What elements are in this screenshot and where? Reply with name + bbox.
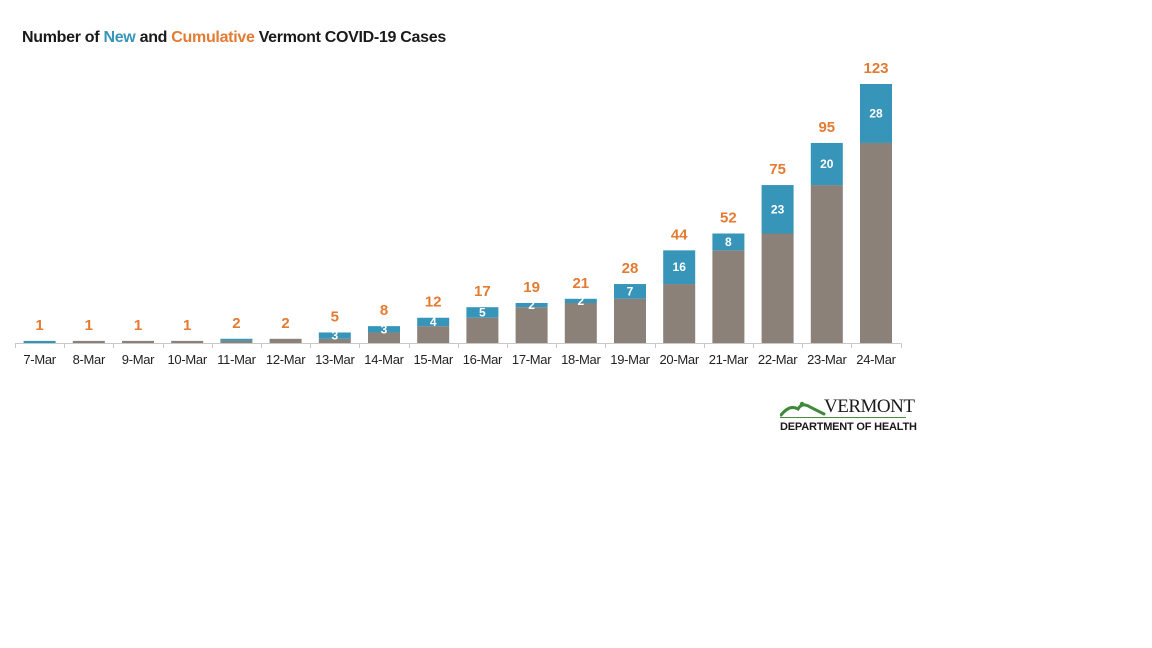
x-tick-label: 15-Mar: [414, 352, 454, 367]
total-cases-label: 5: [331, 308, 339, 325]
bar-new-cases: [712, 233, 745, 251]
new-cases-label: 23: [771, 202, 785, 216]
total-cases-label: 21: [572, 275, 589, 292]
bar-prior-cumulative: [810, 185, 843, 343]
bar-new-cases: [368, 326, 400, 333]
new-cases-label: 5: [479, 305, 486, 319]
bar-prior-cumulative: [122, 340, 154, 343]
x-tick-label: 16-Mar: [463, 352, 503, 367]
total-cases-label: 28: [622, 260, 639, 277]
bar-new-cases: [220, 338, 253, 341]
title-cumulative-word: Cumulative: [171, 29, 255, 46]
x-tick-label: 20-Mar: [660, 352, 700, 367]
new-cases-label: 16: [673, 260, 687, 274]
bar-new-cases: [860, 84, 892, 143]
x-tick-label: 10-Mar: [168, 352, 208, 367]
bar-prior-cumulative: [614, 298, 646, 343]
new-cases-label: 3: [381, 322, 388, 336]
bar-new-cases: [466, 307, 499, 318]
x-tick-label: 8-Mar: [73, 352, 106, 367]
title-part-3: Vermont COVID-19 Cases: [254, 29, 447, 46]
new-cases-label: 2: [577, 294, 584, 308]
total-cases-label: 17: [474, 283, 491, 300]
bar-new-cases: [23, 340, 56, 343]
x-tick-label: 7-Mar: [23, 352, 56, 367]
bar-new-cases: [318, 332, 351, 339]
new-cases-label: 7: [627, 284, 634, 298]
bar-new-cases: [417, 317, 450, 327]
total-cases-label: 1: [134, 317, 142, 334]
bar-prior-cumulative: [515, 307, 548, 343]
x-tick-label: 12-Mar: [266, 352, 306, 367]
bar-prior-cumulative: [368, 332, 400, 343]
new-cases-label: 2: [528, 298, 535, 312]
total-cases-label: 75: [769, 161, 786, 178]
new-cases-label: 8: [725, 235, 732, 249]
total-cases-label: 1: [183, 317, 191, 334]
bar-prior-cumulative: [712, 250, 745, 343]
bar-new-cases: [810, 142, 843, 186]
bar-prior-cumulative: [220, 340, 253, 343]
new-cases-label: 28: [869, 106, 883, 120]
title-part-2: and: [135, 29, 172, 46]
total-cases-label: 8: [380, 302, 388, 319]
total-cases-label: 44: [671, 226, 688, 243]
bar-new-cases: [761, 185, 794, 234]
total-cases-label: 1: [35, 317, 43, 334]
bar-prior-cumulative: [761, 233, 794, 343]
total-cases-label: 2: [281, 315, 289, 332]
x-tick-label: 17-Mar: [512, 352, 552, 367]
total-cases-label: 2: [232, 315, 240, 332]
bar-new-cases: [614, 284, 646, 299]
bar-prior-cumulative: [72, 340, 105, 343]
total-cases-label: 19: [523, 279, 540, 296]
title-new-word: New: [103, 29, 136, 46]
x-tick-label: 18-Mar: [561, 352, 601, 367]
new-cases-label: 4: [430, 315, 437, 329]
logo-wordmark: VERMONT: [824, 396, 915, 417]
x-tick-label: 14-Mar: [364, 352, 404, 367]
bar-new-cases: [663, 250, 696, 285]
x-tick-label: 23-Mar: [807, 352, 847, 367]
bar-prior-cumulative: [860, 142, 892, 343]
bar-new-cases: [564, 298, 597, 303]
bar-prior-cumulative: [269, 338, 302, 343]
x-tick-label: 11-Mar: [217, 352, 256, 367]
mountain-icon: [780, 401, 826, 417]
total-cases-label: 95: [818, 119, 835, 136]
bar-prior-cumulative: [564, 302, 597, 343]
x-tick-label: 9-Mar: [122, 352, 155, 367]
chart-title: Number of New and Cumulative Vermont COV…: [22, 29, 446, 47]
total-cases-label: 12: [425, 294, 442, 311]
x-tick-label: 21-Mar: [709, 352, 749, 367]
total-cases-label: 123: [863, 60, 888, 77]
logo-divider: [780, 417, 906, 418]
bar-prior-cumulative: [318, 338, 351, 343]
x-tick-label: 24-Mar: [856, 352, 896, 367]
x-tick-label: 22-Mar: [758, 352, 798, 367]
logo-department: DEPARTMENT OF HEALTH: [780, 421, 917, 433]
x-tick-label: 13-Mar: [315, 352, 355, 367]
bar-prior-cumulative: [466, 317, 499, 343]
bar-prior-cumulative: [663, 284, 696, 343]
logo-top: VERMONT: [780, 396, 915, 418]
bar-new-cases: [515, 302, 548, 308]
bar-prior-cumulative: [417, 326, 450, 343]
x-tick-label: 19-Mar: [610, 352, 650, 367]
vermont-health-logo: VERMONT DEPARTMENT OF HEALTH: [780, 396, 917, 440]
new-cases-label: 3: [331, 329, 338, 343]
new-cases-label: 20: [820, 157, 834, 171]
total-cases-label: 1: [85, 317, 93, 334]
bar-prior-cumulative: [171, 340, 204, 343]
total-cases-label: 52: [720, 210, 737, 227]
title-part-1: Number of: [22, 29, 104, 46]
